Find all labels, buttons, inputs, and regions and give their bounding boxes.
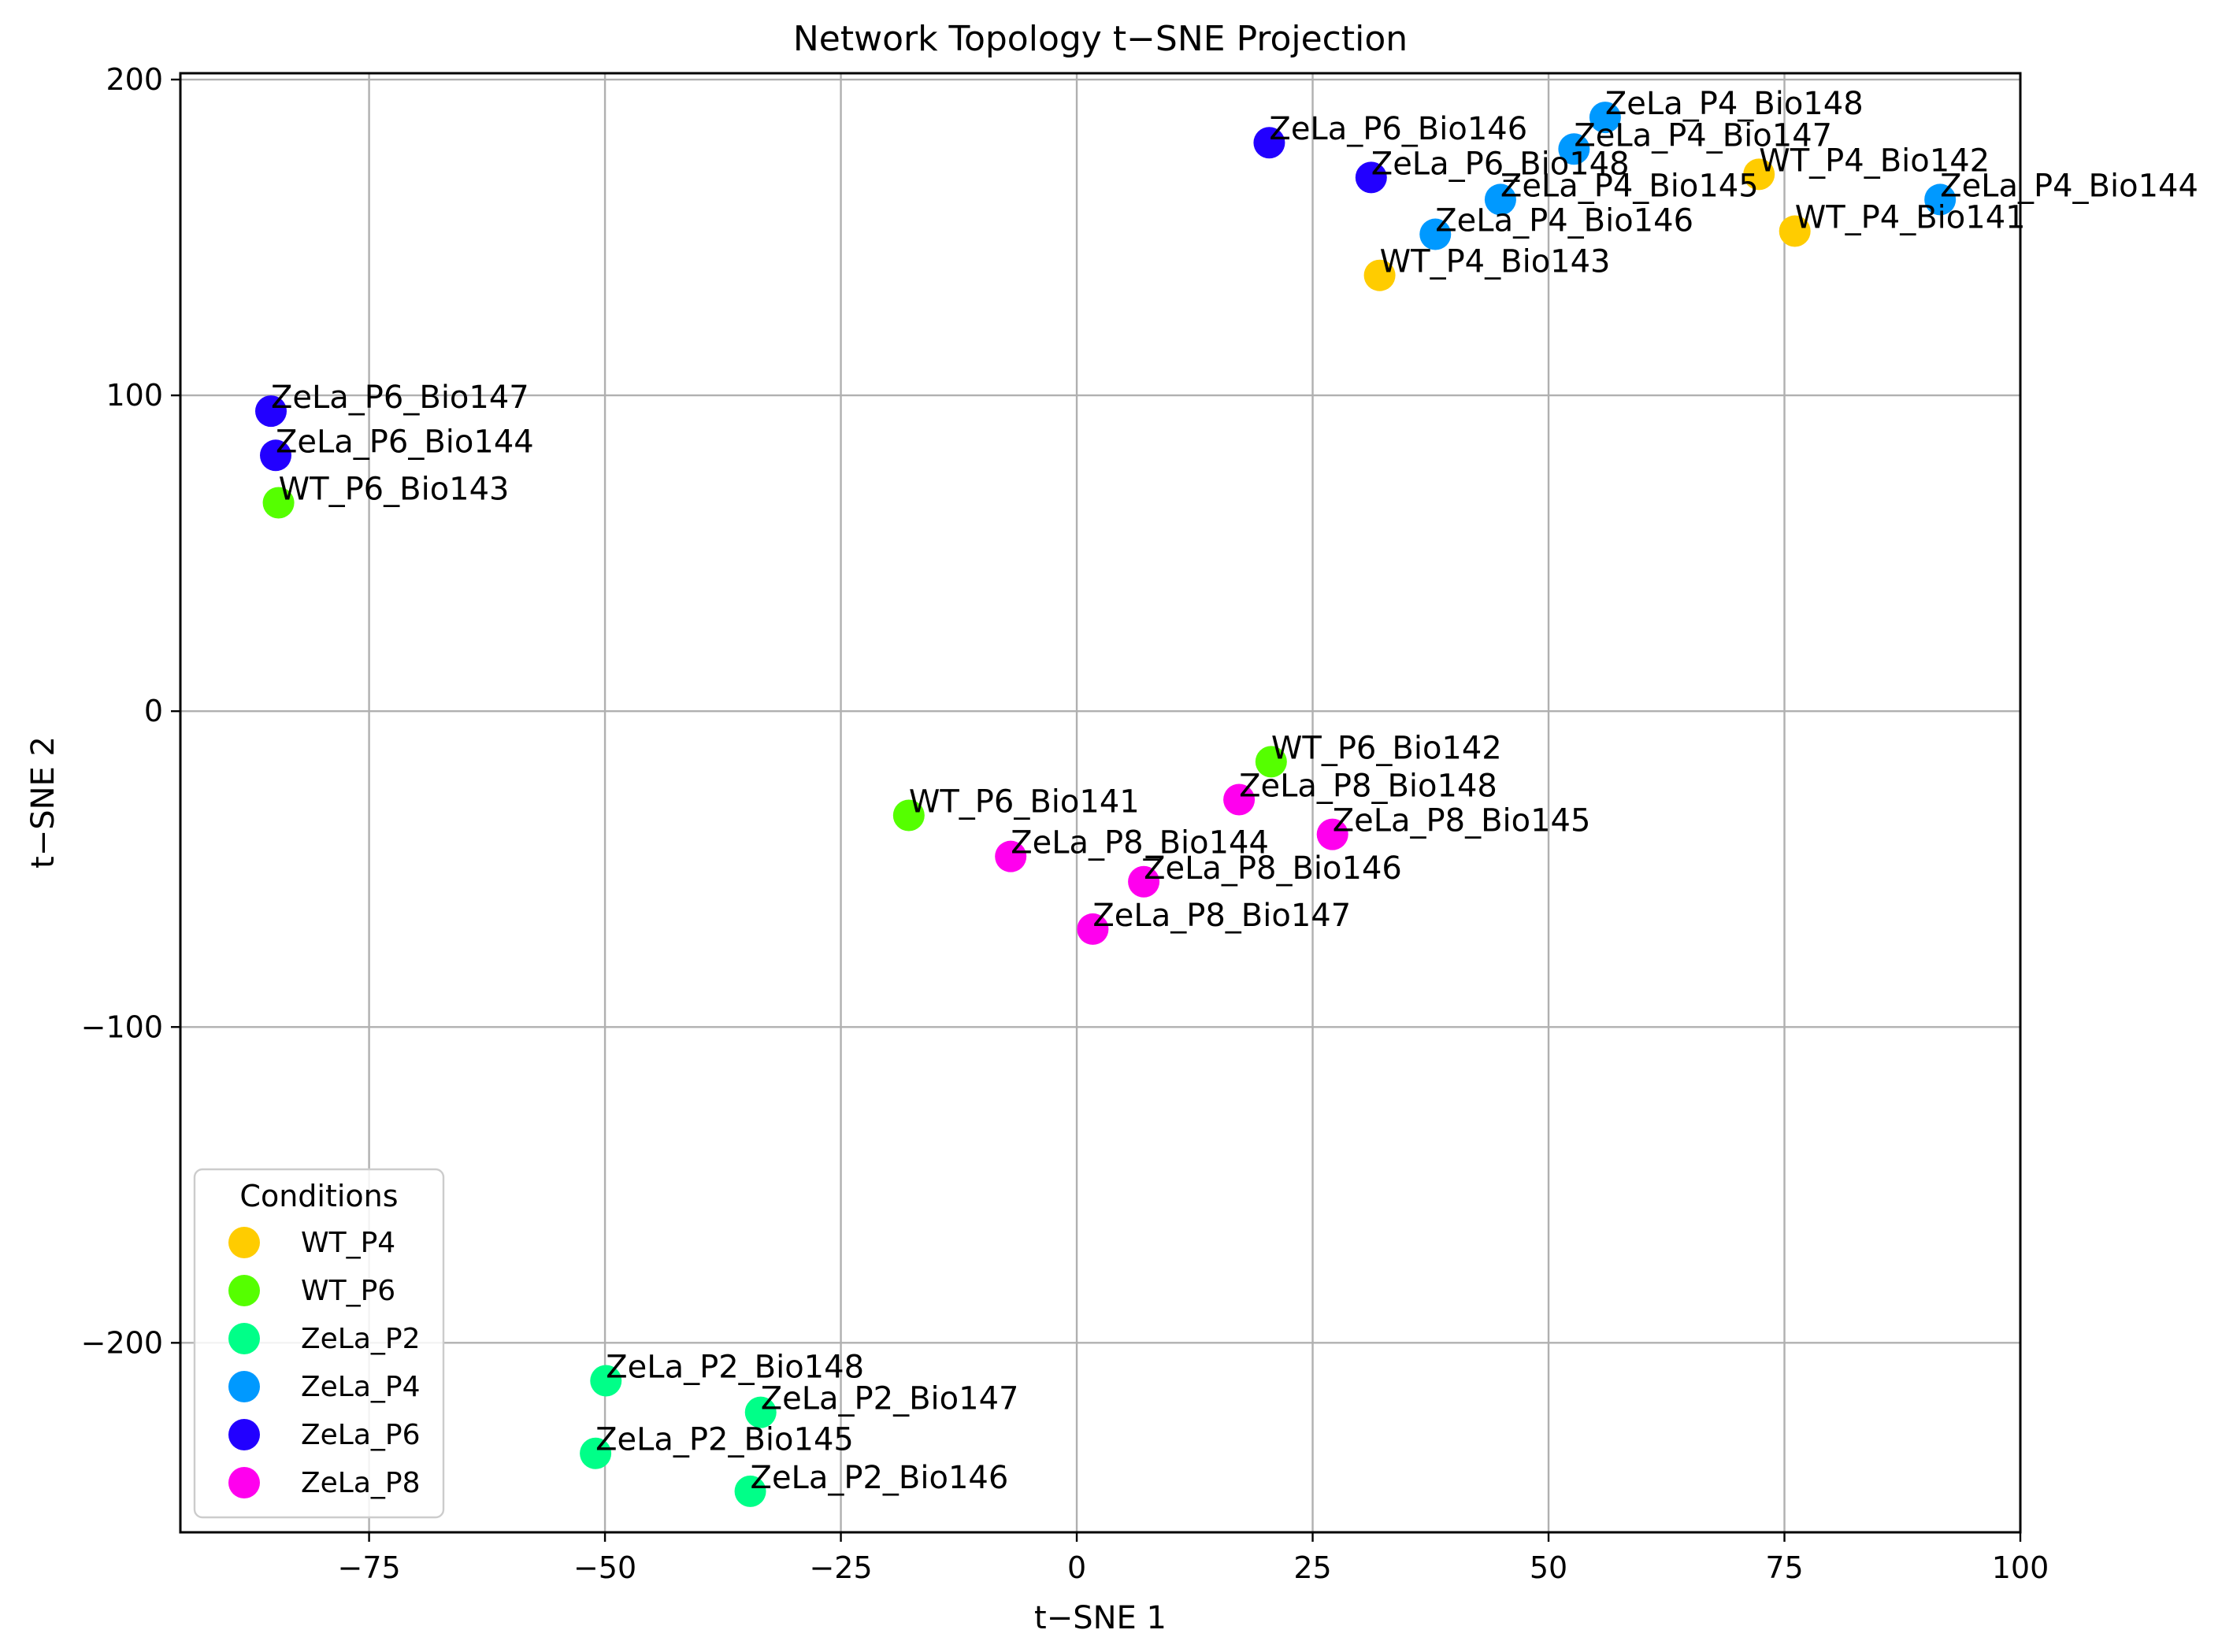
x-tick-label: −25 xyxy=(809,1550,872,1585)
scatter-point xyxy=(1558,133,1590,165)
point-label: ZeLa_P6_Bio144 xyxy=(276,424,534,460)
scatter-point xyxy=(1484,183,1516,216)
legend-marker xyxy=(228,1419,260,1450)
scatter-point xyxy=(1924,183,1957,216)
legend-marker xyxy=(228,1275,260,1306)
legend-marker xyxy=(228,1323,260,1354)
scatter-point xyxy=(1077,913,1109,945)
scatter-point xyxy=(1223,783,1256,816)
x-tick-label: 0 xyxy=(1067,1550,1086,1585)
point-labels-layer: WT_P4_Bio142 WT_P4_Bio141 WT_P4_Bio143 WT_P… xyxy=(271,86,2198,1496)
y-tick-label: 100 xyxy=(106,378,163,413)
point-label: ZeLa_P8_Bio144 xyxy=(1011,825,1269,861)
legend-title: Conditions xyxy=(239,1179,398,1213)
point-label: ZeLa_P2_Bio148 xyxy=(606,1349,864,1385)
point-label: WT_P4_Bio141 xyxy=(1795,200,2026,236)
scatter-point xyxy=(259,439,291,472)
y-tick-label: −100 xyxy=(81,1009,163,1044)
scatter-point xyxy=(1419,218,1452,250)
point-label: WT_P6_Bio143 xyxy=(279,471,510,507)
scatter-point xyxy=(734,1475,766,1507)
scatter-point xyxy=(1253,127,1285,159)
scatter-point xyxy=(1255,746,1287,778)
legend-marker xyxy=(228,1467,260,1498)
scatter-point xyxy=(1316,818,1348,850)
scatter-point xyxy=(1589,102,1621,134)
scatter-point xyxy=(1779,215,1811,247)
scatter-point xyxy=(1355,161,1387,194)
legend-marker xyxy=(228,1371,260,1402)
y-axis-label: t−SNE 2 xyxy=(25,736,61,869)
ticks-layer: −75 −50 −25 0 25 50 75 100 −200 −100 0 100 200 xyxy=(81,62,2049,1585)
point-label: ZeLa_P8_Bio145 xyxy=(1333,803,1591,839)
chart-title: Network Topology t−SNE Projection xyxy=(793,19,1408,59)
scatter-point xyxy=(1363,259,1396,291)
point-label: ZeLa_P6_Bio146 xyxy=(1269,111,1527,147)
scatter-point xyxy=(995,840,1027,872)
point-label: ZeLa_P6_Bio148 xyxy=(1371,146,1630,182)
y-tick-label: 0 xyxy=(144,694,163,728)
x-tick-label: −50 xyxy=(573,1550,636,1585)
point-label: ZeLa_P4_Bio145 xyxy=(1500,168,1759,204)
point-label: ZeLa_P4_Bio144 xyxy=(1940,168,2198,204)
point-label: ZeLa_P4_Bio146 xyxy=(1435,203,1693,239)
point-label: ZeLa_P2_Bio146 xyxy=(751,1460,1009,1496)
scatter-point xyxy=(1743,158,1775,191)
point-label: WT_P6_Bio142 xyxy=(1271,730,1502,766)
x-tick-label: 75 xyxy=(1765,1550,1803,1585)
grid-layer xyxy=(180,73,2022,1532)
point-label: ZeLa_P2_Bio145 xyxy=(595,1422,854,1458)
point-label: ZeLa_P4_Bio148 xyxy=(1605,86,1864,122)
scatter-point xyxy=(262,487,295,519)
scatter-point xyxy=(892,799,925,832)
scatter-point xyxy=(580,1437,612,1469)
legend: Conditions WT_P4 WT_P6 ZeLa_P2 ZeLa_P4 ZeLa_… xyxy=(193,1168,445,1519)
point-label: ZeLa_P2_Bio147 xyxy=(761,1381,1019,1417)
legend-entry: ZeLa_P8 xyxy=(301,1467,421,1499)
x-axis-label: t−SNE 1 xyxy=(1034,1600,1167,1636)
scatter-point xyxy=(744,1396,777,1428)
point-label: ZeLa_P6_Bio147 xyxy=(271,380,529,416)
point-label: ZeLa_P8_Bio147 xyxy=(1092,898,1351,934)
legend-entry: WT_P4 xyxy=(301,1227,395,1259)
point-label: ZeLa_P4_Bio147 xyxy=(1574,117,1832,154)
points-layer xyxy=(255,102,1957,1507)
point-label: ZeLa_P8_Bio146 xyxy=(1144,850,1402,887)
legend-entry: WT_P6 xyxy=(301,1275,395,1307)
legend-entry: ZeLa_P4 xyxy=(301,1371,421,1403)
point-label: WT_P4_Bio142 xyxy=(1759,143,1990,179)
x-tick-label: 100 xyxy=(1992,1550,2049,1585)
point-label: WT_P4_Bio143 xyxy=(1380,244,1611,280)
legend-marker xyxy=(228,1227,260,1258)
x-tick-label: 50 xyxy=(1530,1550,1567,1585)
point-label: WT_P6_Bio141 xyxy=(909,784,1140,820)
legend-entry: ZeLa_P6 xyxy=(301,1419,421,1451)
legend-items: WT_P4 WT_P6 ZeLa_P2 ZeLa_P4 ZeLa_P6 ZeLa_P8 xyxy=(228,1227,421,1499)
scatter-point xyxy=(255,395,287,428)
point-label: ZeLa_P8_Bio148 xyxy=(1239,768,1497,804)
y-tick-label: −200 xyxy=(81,1325,163,1360)
x-tick-label: 25 xyxy=(1293,1550,1331,1585)
plot-frame xyxy=(179,72,2022,1534)
legend-entry: ZeLa_P2 xyxy=(301,1323,421,1355)
scatter-point xyxy=(590,1365,622,1397)
x-tick-label: −75 xyxy=(337,1550,400,1585)
scatter-point xyxy=(1128,865,1160,898)
y-tick-label: 200 xyxy=(106,62,163,97)
